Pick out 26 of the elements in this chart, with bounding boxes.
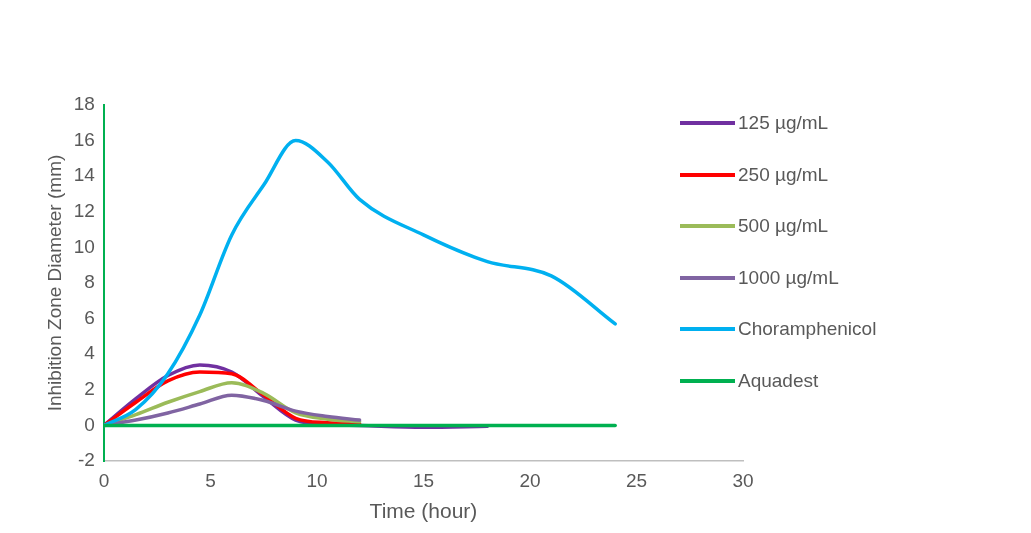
x-tick-label: 10 [306,469,328,491]
x-axis-title: Time (hour) [369,499,478,523]
y-tick-label: -2 [78,449,95,471]
y-tick-label: 4 [84,342,96,364]
y-tick-label: 18 [73,93,95,115]
legend-label: 250 µg/mL [738,163,829,186]
y-tick-label: 12 [73,200,95,222]
y-tick-label: 0 [84,413,95,435]
y-tick-label: 2 [84,378,95,400]
y-tick-label: 6 [84,306,95,328]
y-tick-label: 14 [73,164,96,186]
legend-label: 125 µg/mL [738,112,829,134]
legend-label: Choramphenicol [738,318,877,340]
x-tick-label: 20 [519,469,541,491]
y-tick-label: 16 [73,128,95,150]
legend-label: 500 µg/mL [738,215,829,237]
x-tick-label: 30 [732,469,754,491]
y-axis-title: Inhibition Zone Diameter (mm) [43,154,65,412]
x-tick-label: 15 [412,469,435,491]
x-tick-label: 25 [625,469,648,491]
y-tick-label: 10 [73,235,95,257]
y-tick-label: 8 [84,271,95,293]
legend-label: 1000 µg/mL [738,266,839,289]
x-tick-label: 0 [98,469,110,491]
x-tick-label: 5 [205,469,216,491]
legend-label: Aquadest [738,369,819,392]
